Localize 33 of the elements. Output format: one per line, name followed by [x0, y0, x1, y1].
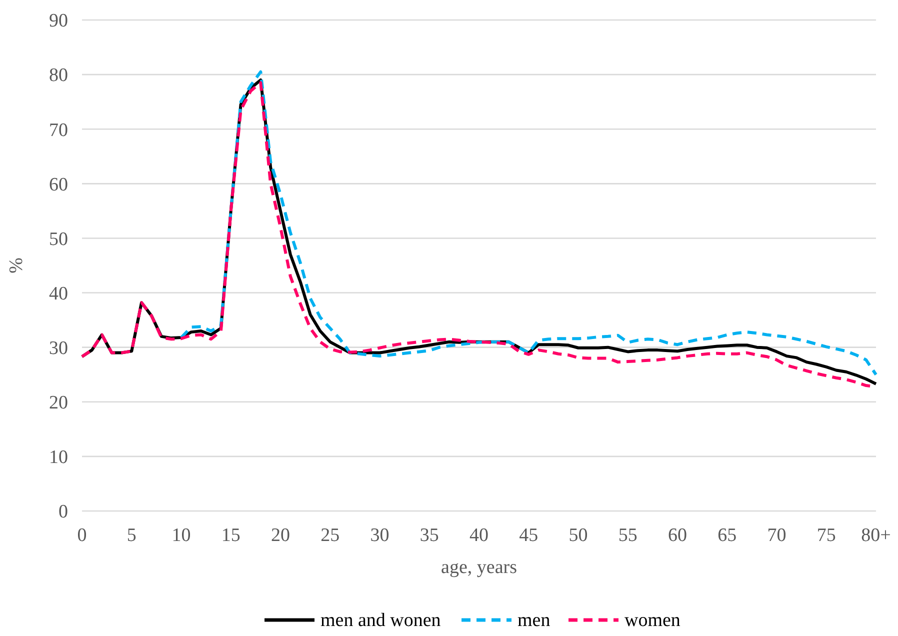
x-tick-label: 45: [519, 525, 538, 546]
legend-label: men: [518, 610, 551, 631]
y-tick-label: 50: [49, 228, 68, 250]
legend-label: women: [624, 610, 681, 631]
x-tick-label: 10: [172, 525, 191, 546]
x-tick-label: 75: [816, 525, 836, 546]
y-tick-label: 20: [49, 392, 68, 414]
x-tick-label: 35: [420, 525, 439, 546]
y-tick-label: 30: [49, 338, 68, 359]
x-tick-label: 0: [77, 525, 87, 546]
x-tick-label: 60: [668, 525, 687, 546]
y-tick-label: 60: [49, 174, 68, 196]
x-tick-label: 50: [568, 525, 588, 546]
y-tick-label: 10: [49, 447, 68, 468]
x-tick-label: 30: [370, 525, 390, 546]
x-tick-label: 70: [767, 525, 786, 546]
y-tick-label: 90: [49, 10, 68, 32]
x-axis-title: age, years: [441, 557, 517, 578]
line-series: [180, 70, 878, 376]
x-tick-label: 25: [320, 525, 340, 546]
y-tick-label: 0: [58, 502, 68, 523]
y-tick-label: 40: [49, 283, 68, 304]
y-tick-label: 70: [49, 120, 68, 141]
x-tick-label: 40: [470, 525, 488, 546]
x-tick-label: 55: [618, 525, 638, 546]
y-axis-title: %: [6, 257, 27, 274]
y-tick-label: 80: [49, 65, 68, 86]
x-tick-label: 5: [126, 525, 136, 546]
x-tick-label: 80+: [861, 525, 891, 546]
x-tick-label: 65: [718, 525, 737, 546]
x-tick-label: 20: [271, 525, 290, 546]
legend-label: men and wonen: [320, 610, 442, 631]
x-tick-label: 15: [221, 525, 240, 546]
